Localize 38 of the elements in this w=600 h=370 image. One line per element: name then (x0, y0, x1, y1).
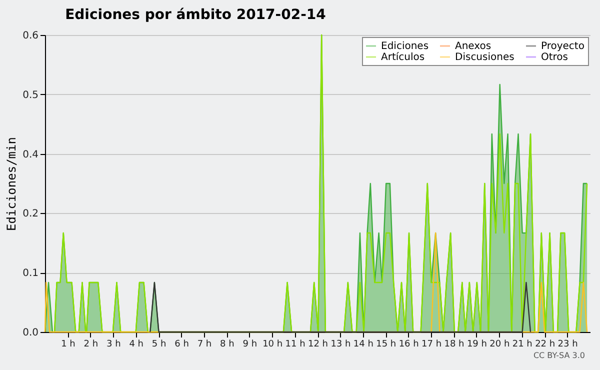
legend-label: Proyecto (541, 41, 584, 52)
x-tick-label: 17 h (422, 340, 442, 350)
legend-label: Discusiones (455, 52, 514, 63)
x-tick-label: 18 h (444, 340, 464, 350)
x-tick-label: 3 h (106, 340, 121, 350)
legend-label: Ediciones (381, 41, 429, 52)
x-tick-label: 19 h (466, 340, 487, 350)
y-tick-label: 0.6 (22, 30, 38, 42)
chart-title: Ediciones por ámbito 2017-02-14 (65, 7, 326, 23)
legend-label: Otros (541, 52, 568, 63)
x-tick-label: 14 h (353, 340, 374, 350)
y-tick-label: 0.2 (22, 208, 38, 220)
y-tick-label: 0.1 (22, 268, 38, 280)
y-tick-label: 0.0 (22, 328, 38, 338)
x-tick-label: 2 h (84, 340, 98, 350)
x-tick-label: 16 h (398, 340, 419, 350)
x-tick-label: 20 h (490, 340, 510, 350)
x-tick-label: 15 h (376, 340, 396, 350)
x-tick-label: 10 h (262, 340, 283, 350)
y-axis-title: Ediciones/min (4, 137, 19, 231)
legend-label: Anexos (455, 41, 492, 52)
y-tick-label: 0.4 (22, 149, 38, 160)
x-tick-label: 1 h (61, 340, 76, 350)
x-tick-label: 21 h (512, 340, 532, 350)
x-tick-label: 5 h (152, 340, 166, 350)
x-tick-label: 9 h (242, 340, 258, 350)
x-tick-label: 11 h (285, 340, 306, 350)
x-tick-label: 23 h (558, 340, 578, 350)
x-tick-label: 12 h (308, 340, 328, 350)
x-tick-label: 22 h (535, 340, 556, 350)
x-tick-label: 7 h (197, 340, 212, 350)
legend-label: Artículos (381, 52, 425, 63)
y-tick-label: 0.5 (22, 90, 38, 101)
x-tick-label: 8 h (220, 340, 234, 350)
x-tick-label: 13 h (330, 340, 351, 350)
text: CC BY-SA 3.0 (533, 351, 585, 360)
x-tick-label: 4 h (129, 340, 144, 350)
x-tick-label: 6 h (174, 340, 189, 350)
